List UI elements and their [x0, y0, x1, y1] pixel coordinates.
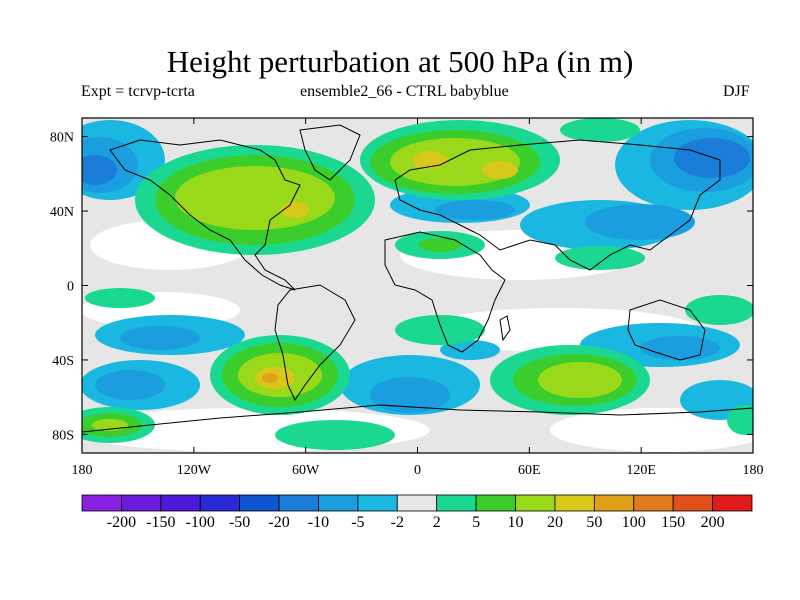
contour-negative: [82, 155, 117, 185]
colorbar-label: 2: [433, 514, 441, 531]
lon-tick-label: 180: [743, 463, 764, 478]
colorbar-label: -5: [351, 514, 364, 531]
colorbar-swatch: [278, 494, 319, 512]
lat-tick-label: 80N: [50, 131, 74, 146]
contour-positive: [685, 295, 753, 325]
coastline-eurasia: [394, 139, 721, 271]
colorbar-swatch: [436, 494, 477, 512]
axis-tick-marks: [81, 118, 754, 453]
contour-positive: [281, 202, 309, 218]
lat-tick-label: 0: [67, 280, 74, 295]
contour-white-band: [550, 408, 753, 452]
coastline-greenland: [299, 124, 361, 181]
colorbar-swatch: [81, 494, 122, 512]
colorbar-swatch: [357, 494, 398, 512]
map-title: Height perturbation at 500 hPa (in m): [166, 44, 634, 79]
contour-negative: [120, 326, 200, 350]
coastline-africa: [384, 231, 506, 353]
colorbar-label: 100: [622, 514, 646, 531]
contour-field: [82, 118, 753, 453]
colorbar-label: -200: [107, 514, 136, 531]
contour-positive: [412, 151, 448, 169]
lon-tick-label: 180: [72, 463, 93, 478]
contour-positive: [85, 288, 155, 308]
colorbar-labels: -200 -150 -100 -50 -20 -10 -5 -2 2 5 10 20 50 100 150 2…: [107, 514, 725, 531]
colorbar-label: 150: [661, 514, 685, 531]
lon-tick-label: 0: [414, 463, 421, 478]
lon-tick-label: 60E: [518, 463, 541, 478]
contour-positive: [482, 161, 518, 179]
colorbar-label: 5: [472, 514, 480, 531]
contour-negative: [435, 200, 515, 220]
colorbar-swatch: [515, 494, 556, 512]
contour-negative: [440, 340, 500, 360]
contour-positive: [395, 315, 485, 345]
colorbar-swatch: [160, 494, 201, 512]
contour-negative: [370, 377, 450, 413]
colorbar-swatch: [199, 494, 241, 512]
colorbar-swatch: [712, 494, 753, 512]
contour-positive: [418, 238, 462, 252]
colorbar-swatch: [475, 494, 516, 512]
coastline-north-america: [109, 139, 301, 291]
colorbar-swatch: [239, 494, 280, 512]
coastlines: [82, 124, 753, 433]
colorbar-label: -2: [391, 514, 404, 531]
ensemble-label: ensemble2_66 - CTRL babyblue: [300, 83, 509, 100]
colorbar-swatch: [554, 494, 595, 512]
colorbar-label: -20: [268, 514, 289, 531]
colorbar-swatch: [593, 494, 635, 512]
lon-tick-label: 120W: [177, 463, 212, 478]
lat-tick-label: 80S: [52, 428, 74, 443]
colorbar-label: -150: [146, 514, 175, 531]
colorbar-swatch: [633, 494, 674, 512]
contour-positive: [727, 405, 753, 435]
contour-positive: [175, 166, 335, 230]
contour-positive: [538, 362, 622, 398]
axis-tick-labels: 80N 40N 0 40S 80S 180 120W 60W 0 60E 120E 180: [50, 131, 764, 478]
contour-negative: [640, 336, 720, 360]
colorbar: [81, 494, 753, 512]
lat-tick-label: 40S: [52, 354, 74, 369]
contour-positive: [560, 118, 640, 142]
contour-negative: [674, 138, 750, 178]
colorbar-label: -50: [229, 514, 250, 531]
colorbar-swatch: [318, 494, 359, 512]
colorbar-label: -10: [308, 514, 329, 531]
colorbar-label: 200: [701, 514, 725, 531]
colorbar-label: 20: [547, 514, 563, 531]
lon-tick-label: 60W: [292, 463, 320, 478]
colorbar-swatch: [121, 494, 162, 512]
lon-tick-label: 120E: [626, 463, 656, 478]
coastline-antarctica: [82, 404, 753, 433]
lat-tick-label: 40N: [50, 205, 74, 220]
coastline-madagascar: [499, 315, 511, 342]
experiment-label: Expt = tcrvp-tcrta: [81, 83, 195, 100]
contour-negative: [95, 370, 165, 400]
contour-positive: [262, 373, 278, 383]
colorbar-label: -100: [186, 514, 215, 531]
colorbar-swatch: [672, 494, 713, 512]
coastline-australia: [627, 299, 706, 361]
colorbar-label: 50: [586, 514, 602, 531]
season-label: DJF: [723, 83, 750, 100]
colorbar-label: 10: [508, 514, 524, 531]
contour-positive: [275, 420, 395, 450]
coastline-south-america: [274, 284, 356, 402]
contour-negative: [585, 204, 695, 240]
colorbar-swatch: [396, 494, 438, 512]
